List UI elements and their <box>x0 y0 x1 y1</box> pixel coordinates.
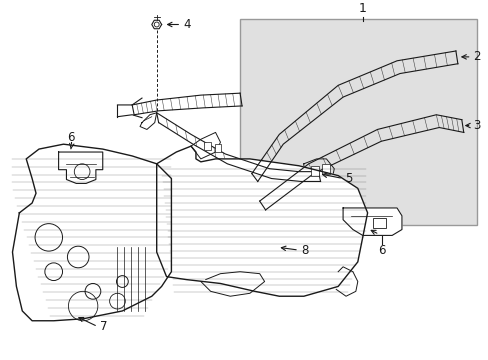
Polygon shape <box>13 144 171 321</box>
Text: 8: 8 <box>300 244 307 257</box>
Text: 4: 4 <box>183 18 190 31</box>
Polygon shape <box>343 208 401 235</box>
Bar <box>203 142 210 150</box>
Bar <box>214 144 221 152</box>
Polygon shape <box>59 152 102 184</box>
Bar <box>322 164 330 174</box>
Polygon shape <box>156 146 367 296</box>
Bar <box>372 218 386 228</box>
Text: 1: 1 <box>358 2 366 15</box>
Text: 3: 3 <box>472 119 480 132</box>
Text: 5: 5 <box>345 172 352 185</box>
Text: 6: 6 <box>378 244 386 257</box>
Bar <box>240 19 476 225</box>
Bar <box>310 166 318 176</box>
Text: 6: 6 <box>67 131 75 144</box>
Text: 7: 7 <box>100 320 107 333</box>
Text: 2: 2 <box>472 50 480 63</box>
